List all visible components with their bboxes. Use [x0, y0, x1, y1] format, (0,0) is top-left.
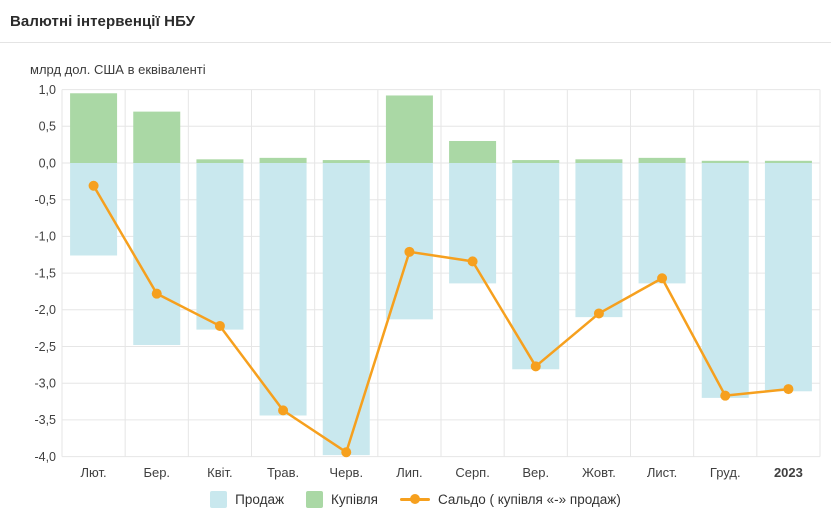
- y-tick-label: -1,5: [34, 266, 56, 280]
- saldo-line-dot-icon: [400, 494, 430, 505]
- saldo-point-Вер.[interactable]: [530, 361, 541, 372]
- y-tick-label: 1,0: [39, 83, 56, 97]
- bar-sale-2023[interactable]: [764, 163, 812, 392]
- y-tick-label: 0,5: [39, 120, 56, 134]
- y-tick-label: -2,0: [34, 303, 56, 317]
- x-tick-label: Лист.: [647, 465, 677, 480]
- x-tick-label: Лип.: [396, 465, 422, 480]
- saldo-point-Бер.[interactable]: [151, 288, 162, 299]
- bar-sale-Квіт.[interactable]: [196, 163, 244, 330]
- saldo-point-Груд.[interactable]: [720, 390, 731, 401]
- y-axis-unit-label: млрд дол. США в еквіваленті: [30, 62, 206, 77]
- sale-swatch-icon: [210, 490, 228, 508]
- bar-buy-Лип.[interactable]: [385, 95, 433, 163]
- legend-label-saldo: Сальдо ( купівля «-» продаж): [438, 491, 621, 507]
- bar-buy-Лист.[interactable]: [638, 157, 686, 163]
- bar-sale-Груд.[interactable]: [701, 163, 749, 398]
- bar-sale-Лист.[interactable]: [638, 163, 686, 284]
- x-tick-label: Вер.: [522, 465, 549, 480]
- chart-legend: Продаж Купівля Сальдо ( купівля «-» прод…: [0, 487, 831, 511]
- page-title: Валютні інтервенції НБУ: [10, 12, 196, 30]
- bar-buy-Черв.[interactable]: [322, 160, 370, 163]
- y-tick-label: -3,0: [34, 377, 56, 391]
- saldo-point-2023[interactable]: [783, 384, 794, 395]
- legend-item-saldo[interactable]: Сальдо ( купівля «-» продаж): [400, 492, 621, 507]
- legend-item-buy[interactable]: Купівля: [306, 490, 378, 508]
- bar-buy-Квіт.[interactable]: [196, 159, 244, 163]
- x-tick-label: Лют.: [81, 465, 107, 480]
- saldo-point-Лист.[interactable]: [657, 273, 668, 284]
- bar-buy-Груд.[interactable]: [701, 160, 749, 163]
- saldo-point-Трав.[interactable]: [278, 405, 289, 416]
- y-tick-label: -0,5: [34, 193, 56, 207]
- bar-buy-Бер.[interactable]: [133, 111, 181, 163]
- legend-label-buy: Купівля: [331, 491, 378, 507]
- bar-sale-Черв.[interactable]: [322, 163, 370, 456]
- bar-buy-Лют.[interactable]: [70, 93, 118, 163]
- y-tick-label: -2,5: [34, 340, 56, 354]
- x-tick-label: 2023: [774, 465, 803, 480]
- bar-buy-2023[interactable]: [764, 160, 812, 163]
- bar-sale-Жовт.[interactable]: [575, 163, 623, 318]
- bar-sale-Бер.[interactable]: [133, 163, 181, 346]
- bar-sale-Вер.[interactable]: [512, 163, 560, 370]
- x-tick-label: Квіт.: [207, 465, 233, 480]
- x-tick-label: Трав.: [267, 465, 299, 480]
- saldo-point-Жовт.[interactable]: [593, 308, 604, 319]
- bar-buy-Трав.[interactable]: [259, 157, 307, 163]
- saldo-point-Серп.[interactable]: [467, 256, 478, 267]
- x-tick-label: Черв.: [329, 465, 363, 480]
- saldo-point-Квіт.[interactable]: [214, 320, 225, 331]
- x-tick-label: Серп.: [455, 465, 490, 480]
- bar-buy-Жовт.[interactable]: [575, 159, 623, 163]
- saldo-line: [92, 185, 789, 454]
- legend-item-sale[interactable]: Продаж: [210, 490, 285, 508]
- saldo-point-Лип.[interactable]: [404, 246, 415, 257]
- y-tick-label: -1,0: [34, 230, 56, 244]
- x-tick-label: Бер.: [143, 465, 170, 480]
- bar-buy-Вер.[interactable]: [512, 160, 560, 163]
- bar-buy-Серп.[interactable]: [449, 140, 497, 163]
- bar-sale-Трав.[interactable]: [259, 163, 307, 416]
- widget-header: Валютні інтервенції НБУ: [0, 0, 831, 43]
- bar-sale-Лют.[interactable]: [70, 163, 118, 256]
- x-tick-label: Груд.: [710, 465, 741, 480]
- saldo-point-Лют.[interactable]: [88, 180, 99, 191]
- y-tick-label: -3,5: [34, 413, 56, 427]
- saldo-point-Черв.[interactable]: [341, 447, 352, 458]
- bar-sale-Лип.[interactable]: [385, 163, 433, 320]
- y-tick-label: -4,0: [34, 450, 56, 464]
- y-tick-label: 0,0: [39, 156, 56, 170]
- legend-label-sale: Продаж: [235, 491, 285, 507]
- buy-swatch-icon: [306, 490, 324, 508]
- x-tick-label: Жовт.: [582, 465, 616, 480]
